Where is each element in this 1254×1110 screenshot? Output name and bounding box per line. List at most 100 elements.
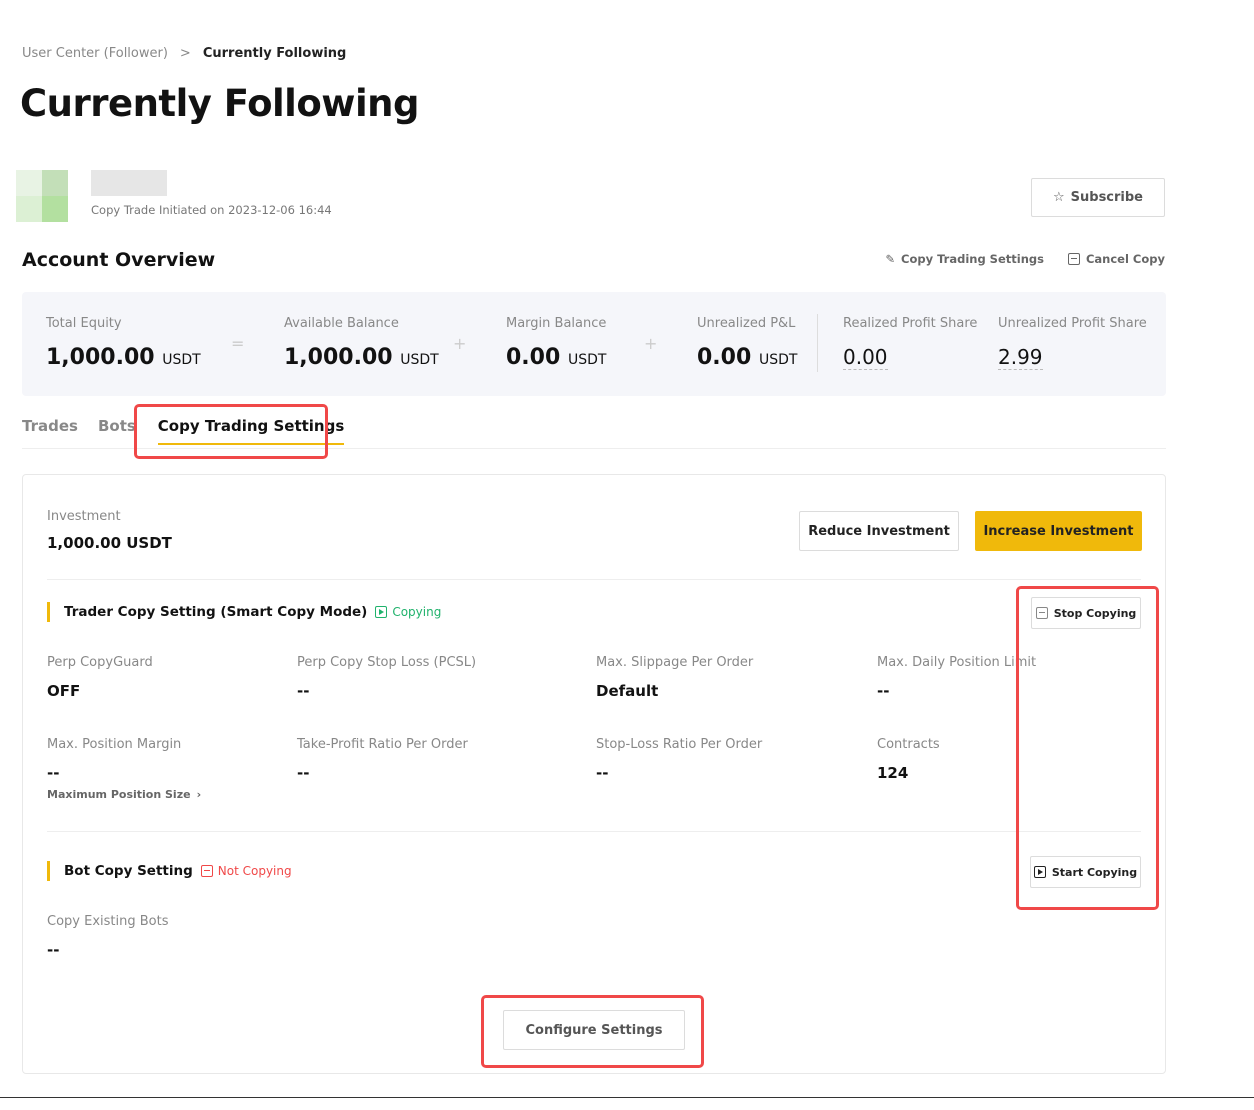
bottom-border xyxy=(0,1097,1254,1098)
value[interactable]: 2.99 xyxy=(998,345,1043,370)
maximum-position-size-link[interactable]: Maximum Position Size › xyxy=(47,788,201,801)
link-label: Maximum Position Size xyxy=(47,788,191,801)
investment-value: 1,000.00 USDT xyxy=(47,534,172,552)
label: Max. Daily Position Limit xyxy=(877,655,1037,670)
investment-label: Investment xyxy=(47,509,121,524)
value: 1,000.00 xyxy=(46,345,155,370)
realized-profit-share: Realized Profit Share 0.00 xyxy=(843,316,977,370)
highlight-box xyxy=(481,995,704,1068)
status-label: Not Copying xyxy=(217,864,292,878)
value: OFF xyxy=(47,682,81,700)
value[interactable]: 0.00 xyxy=(843,345,888,370)
subscribe-label: Subscribe xyxy=(1070,190,1143,205)
unit: USDT xyxy=(162,352,201,368)
highlight-box xyxy=(134,404,328,459)
field-max-position-margin: Max. Position Margin -- xyxy=(47,737,181,782)
status-label: Copying xyxy=(392,605,442,619)
unrealized-profit-share: Unrealized Profit Share 2.99 xyxy=(998,316,1147,370)
field-stop-loss: Stop-Loss Ratio Per Order -- xyxy=(596,737,762,782)
edit-icon: ✎ xyxy=(885,252,895,266)
not-copying-status-badge: Not Copying xyxy=(200,864,292,878)
stop-copying-button[interactable]: Stop Copying xyxy=(1031,597,1141,629)
label: Perp Copy Stop Loss (PCSL) xyxy=(297,655,477,670)
unrealized-pnl: Unrealized P&L 0.00 USDT xyxy=(697,316,797,370)
bot-copy-setting-header: Bot Copy Setting Not Copying xyxy=(47,861,292,881)
section-title: Bot Copy Setting xyxy=(64,863,193,879)
subscribe-button[interactable]: ☆ Subscribe xyxy=(1031,178,1165,217)
field-take-profit: Take-Profit Ratio Per Order -- xyxy=(297,737,468,782)
trader-avatar xyxy=(16,170,68,222)
breadcrumb-separator: > xyxy=(179,46,191,61)
value: -- xyxy=(297,764,310,782)
settings-card: Investment 1,000.00 USDT Reduce Investmen… xyxy=(22,474,1166,1074)
reduce-investment-button[interactable]: Reduce Investment xyxy=(799,511,959,551)
breadcrumb-current: Currently Following xyxy=(202,46,347,61)
field-copy-existing-bots: Copy Existing Bots -- xyxy=(47,914,168,959)
value: -- xyxy=(596,764,609,782)
account-overview-panel: Total Equity 1,000.00 USDT = Available Ba… xyxy=(22,292,1166,396)
button-label: Stop Copying xyxy=(1053,606,1137,620)
page-title: Currently Following xyxy=(20,82,419,125)
chevron-right-icon: › xyxy=(196,788,202,801)
copy-initiated-date: Copy Trade Initiated on 2023-12-06 16:44 xyxy=(91,203,332,217)
button-label: Start Copying xyxy=(1051,865,1138,879)
unit: USDT xyxy=(567,352,607,368)
divider xyxy=(47,831,1141,832)
field-pcsl: Perp Copy Stop Loss (PCSL) -- xyxy=(297,655,476,700)
value: Default xyxy=(596,682,659,700)
value: -- xyxy=(297,682,310,700)
divider xyxy=(47,579,1141,580)
label: Available Balance xyxy=(284,316,399,331)
label: Margin Balance xyxy=(506,316,607,331)
field-perp-copyguard: Perp CopyGuard OFF xyxy=(47,655,153,700)
section-title: Trader Copy Setting (Smart Copy Mode) xyxy=(64,604,368,620)
value: 1,000.00 xyxy=(284,345,393,370)
increase-investment-button[interactable]: Increase Investment xyxy=(975,511,1142,551)
field-contracts: Contracts 124 xyxy=(877,737,940,782)
label: Max. Slippage Per Order xyxy=(596,655,754,670)
total-equity: Total Equity 1,000.00 USDT xyxy=(46,316,201,370)
tab-divider xyxy=(22,448,1166,449)
start-copying-button[interactable]: Start Copying xyxy=(1030,856,1141,888)
available-balance: Available Balance 1,000.00 USDT xyxy=(284,316,439,370)
copy-trading-settings-link[interactable]: ✎ Copy Trading Settings xyxy=(885,252,1044,266)
field-max-daily-position: Max. Daily Position Limit -- xyxy=(877,655,1036,700)
breadcrumb: User Center (Follower) > Currently Follo… xyxy=(22,46,346,61)
trader-copy-setting-header: Trader Copy Setting (Smart Copy Mode) Co… xyxy=(47,602,441,622)
tab-copy-trading-settings[interactable]: Copy Trading Settings xyxy=(157,417,345,445)
highlight-box xyxy=(1016,586,1159,910)
plus-sign: + xyxy=(453,334,467,353)
trader-name-blurred xyxy=(91,170,167,196)
value: 0.00 xyxy=(697,345,752,370)
value: 124 xyxy=(877,764,909,782)
cancel-copy-link[interactable]: Cancel Copy xyxy=(1067,252,1165,266)
label: Perp CopyGuard xyxy=(47,655,153,670)
tab-trades[interactable]: Trades xyxy=(22,417,78,435)
configure-settings-button[interactable]: Configure Settings xyxy=(503,1010,685,1050)
link-label: Cancel Copy xyxy=(1085,252,1165,266)
value: -- xyxy=(47,941,60,959)
star-icon: ☆ xyxy=(1052,190,1065,205)
label: Contracts xyxy=(877,737,940,752)
minus-square-icon xyxy=(1067,253,1080,265)
value: 0.00 xyxy=(506,345,561,370)
value: -- xyxy=(877,682,890,700)
label: Stop-Loss Ratio Per Order xyxy=(596,737,763,752)
label: Unrealized P&L xyxy=(697,316,796,331)
label: Realized Profit Share xyxy=(843,316,978,331)
unit: USDT xyxy=(758,352,798,368)
breadcrumb-parent[interactable]: User Center (Follower) xyxy=(22,46,168,61)
margin-balance: Margin Balance 0.00 USDT xyxy=(506,316,606,370)
account-overview-title: Account Overview xyxy=(22,249,216,271)
label: Unrealized Profit Share xyxy=(998,316,1147,331)
tab-bar: Trades Bots Copy Trading Settings xyxy=(22,417,345,445)
divider xyxy=(817,314,818,372)
label: Take-Profit Ratio Per Order xyxy=(297,737,468,752)
play-icon xyxy=(1033,866,1046,878)
label: Copy Existing Bots xyxy=(47,914,169,929)
play-icon xyxy=(375,606,388,618)
field-max-slippage: Max. Slippage Per Order Default xyxy=(596,655,753,700)
value: -- xyxy=(47,764,60,782)
unit: USDT xyxy=(400,352,439,368)
tab-bots[interactable]: Bots xyxy=(97,417,136,435)
